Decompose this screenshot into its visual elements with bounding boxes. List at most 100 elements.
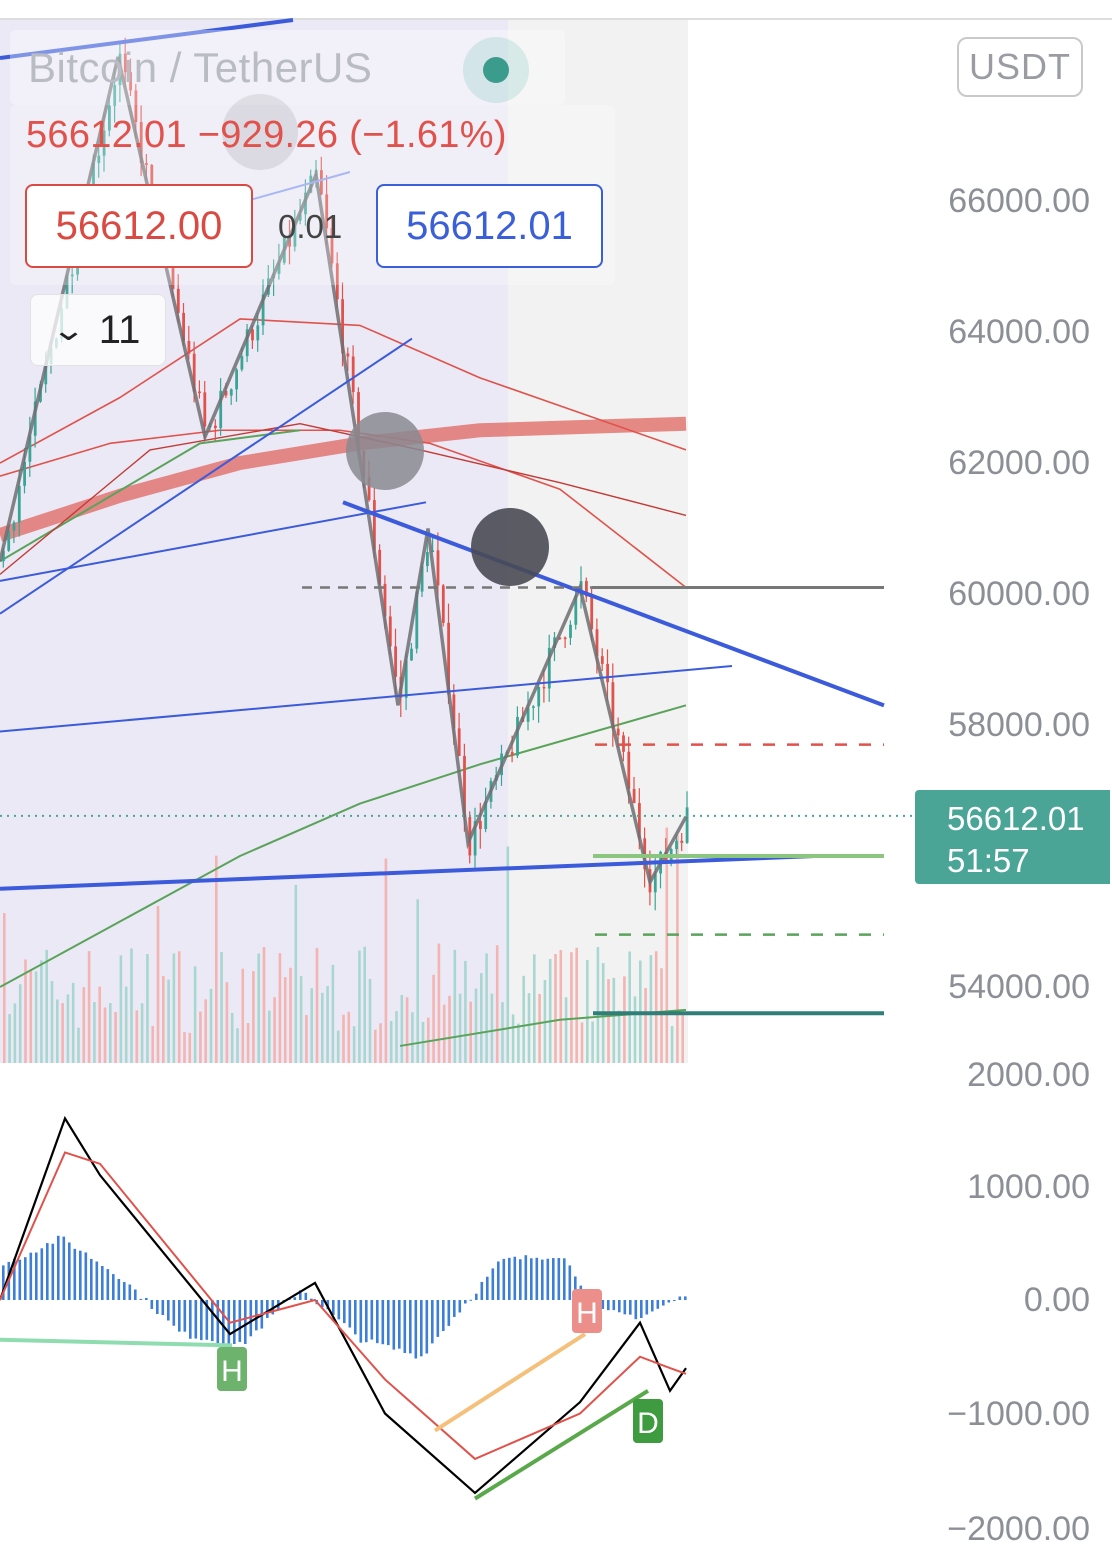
macd-histogram-bar	[29, 1252, 33, 1300]
candle-body	[198, 391, 201, 394]
candle-body	[298, 214, 302, 221]
candle-body	[426, 552, 429, 567]
macd-histogram-bar	[370, 1300, 374, 1340]
macd-histogram-bar	[667, 1300, 671, 1303]
macd-histogram-bar	[508, 1257, 511, 1300]
volume-bar	[321, 992, 324, 1063]
candle-body	[532, 706, 535, 708]
macd-histogram-bar	[343, 1300, 346, 1324]
macd-axis-label: −2000.00	[947, 1510, 1090, 1548]
candle-body	[585, 581, 588, 597]
rising-trendline	[0, 854, 816, 891]
candle-body	[97, 155, 101, 163]
candle-body	[251, 329, 254, 341]
buy-button[interactable]: 56612.01	[376, 184, 603, 268]
channel-line	[249, 171, 351, 201]
volume-bar	[464, 960, 467, 1063]
symbol-title[interactable]: Bitcoin / TetherUS	[28, 44, 373, 91]
volume-bar	[358, 950, 361, 1063]
volume-bar	[140, 1003, 144, 1063]
candle-body	[675, 840, 678, 850]
volume-bar	[177, 951, 181, 1063]
candle-body	[441, 585, 445, 623]
volume-bar	[575, 947, 578, 1063]
macd-histogram-bar	[106, 1269, 110, 1300]
macd-histogram-bar	[530, 1258, 533, 1300]
macd-histogram-bar	[392, 1300, 396, 1350]
volume-bar	[416, 899, 419, 1063]
candle-body	[388, 616, 392, 647]
macd-histogram-bar	[442, 1300, 445, 1331]
candle-body	[123, 53, 127, 73]
macd-histogram-bar	[266, 1300, 269, 1318]
candle-body	[526, 707, 530, 722]
price-axis-label: 58000.00	[948, 706, 1090, 744]
volume-bar	[654, 951, 658, 1063]
candle-body	[653, 873, 657, 893]
candle-body	[351, 356, 355, 393]
volume-bar	[230, 1012, 234, 1063]
macd-histogram-bar	[134, 1289, 137, 1300]
macd-histogram-bar	[640, 1300, 643, 1318]
candle-body	[685, 807, 689, 843]
volume-bar	[342, 1014, 345, 1063]
volume-bar	[395, 1011, 398, 1063]
macd-histogram-bar	[112, 1274, 115, 1300]
volume-bar	[50, 981, 54, 1063]
candle-body	[479, 821, 482, 830]
macd-histogram-bar	[398, 1300, 401, 1349]
macd-histogram-bar	[35, 1252, 38, 1300]
volume-bar	[681, 1015, 684, 1063]
candle-body	[7, 530, 11, 551]
volume-bar	[490, 993, 494, 1063]
volume-bar	[522, 975, 525, 1063]
volume-bar	[310, 988, 313, 1063]
volume-bar	[612, 977, 616, 1063]
volume-bar	[506, 846, 510, 1063]
macd-histogram-bar	[200, 1300, 203, 1341]
candle-body	[600, 656, 604, 664]
divergence-line	[0, 1337, 233, 1348]
candle-body	[383, 583, 387, 617]
macd-histogram-bar	[139, 1298, 143, 1300]
volume-bar	[40, 960, 43, 1063]
macd-histogram-bar	[469, 1299, 473, 1301]
volume-bar	[644, 987, 647, 1063]
descending-trendline	[342, 500, 885, 708]
channel-line	[0, 665, 733, 733]
macd-histogram-bar	[354, 1300, 357, 1335]
macd-histogram-bar	[684, 1296, 687, 1300]
volume-bar	[193, 966, 197, 1063]
volume-bar	[432, 974, 435, 1063]
volume-bar	[384, 858, 388, 1063]
volume-bar	[156, 905, 160, 1063]
currency-button[interactable]: USDT	[957, 37, 1083, 97]
macd-histogram-bar	[431, 1300, 434, 1344]
macd-histogram-bar	[414, 1300, 418, 1359]
candle-body	[341, 299, 344, 354]
candle-body	[320, 170, 323, 195]
macd-histogram-bar	[79, 1250, 82, 1300]
candle-body	[436, 550, 440, 586]
volume-bar	[98, 986, 101, 1063]
volume-bar	[453, 949, 457, 1063]
volume-bar	[257, 953, 260, 1063]
candle-body	[595, 629, 599, 657]
signal-line	[0, 1151, 687, 1461]
macd-histogram-bar	[24, 1257, 27, 1300]
macd-histogram-bar	[541, 1259, 544, 1300]
legend-backdrop	[10, 30, 565, 105]
candle-body	[415, 591, 419, 649]
volume-bar	[676, 834, 679, 1063]
macd-axis-label: 0.00	[1023, 1281, 1090, 1319]
volume-bar	[336, 1030, 340, 1063]
macd-histogram-bar	[381, 1300, 385, 1345]
indicators-toggle-button[interactable]: ⌄ 11	[30, 294, 166, 366]
volume-bar	[162, 976, 165, 1063]
sell-button[interactable]: 56612.00	[25, 184, 253, 268]
candle-body	[606, 663, 609, 683]
volume-bar	[241, 968, 245, 1063]
candle-body	[134, 90, 138, 123]
candle-body	[632, 788, 636, 804]
volume-bar	[617, 1010, 621, 1063]
